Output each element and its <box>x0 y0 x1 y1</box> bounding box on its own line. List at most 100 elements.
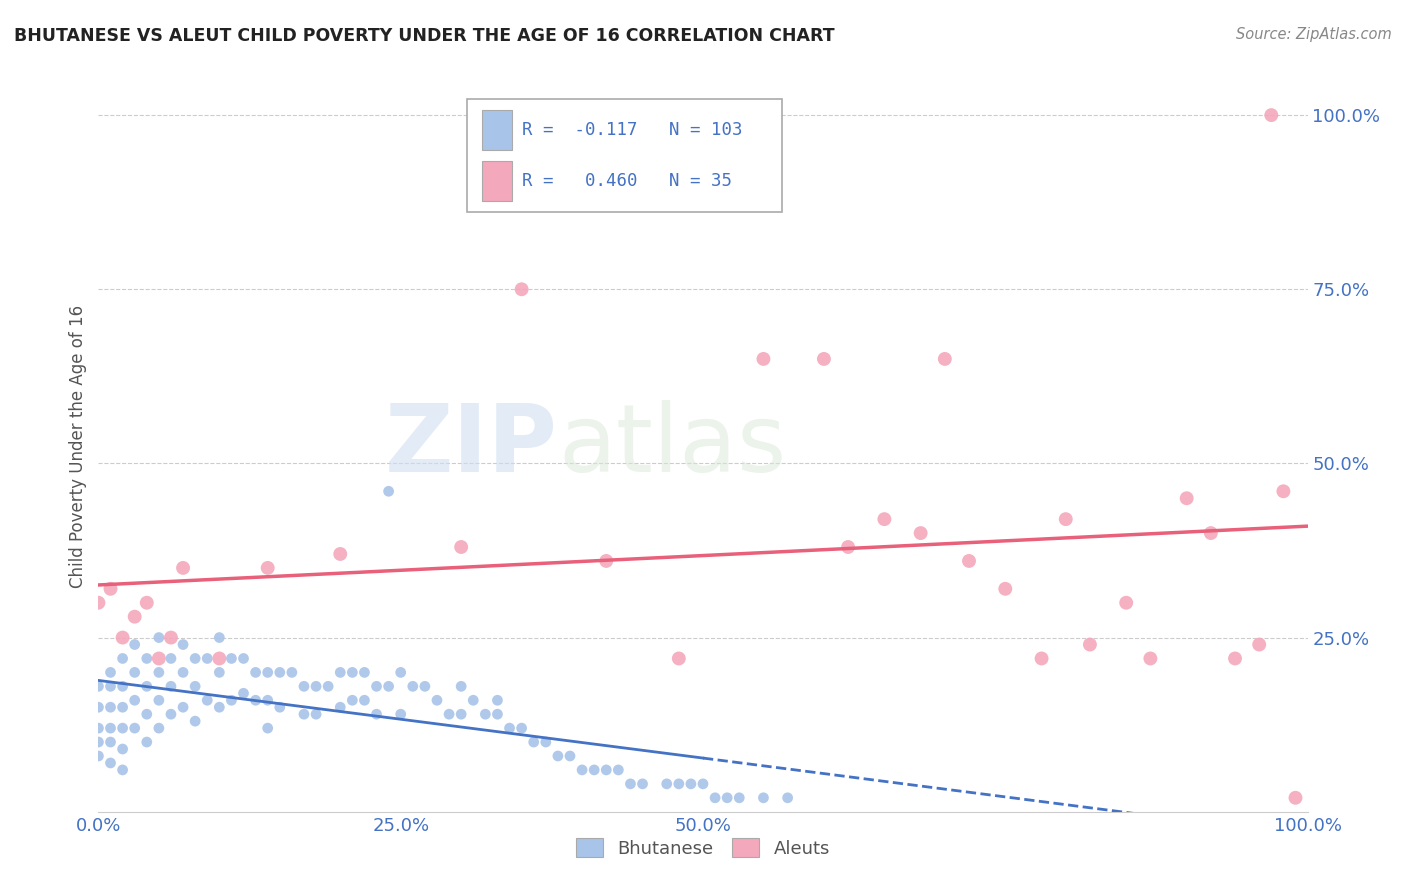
Point <box>547 749 569 764</box>
Point <box>595 763 617 777</box>
Point <box>87 749 110 764</box>
Point <box>184 651 207 665</box>
Point <box>571 763 593 777</box>
Point <box>437 707 460 722</box>
Point <box>124 721 146 735</box>
Point <box>366 707 388 722</box>
Point <box>245 693 267 707</box>
Text: ZIP: ZIP <box>385 400 558 492</box>
Point <box>111 631 134 645</box>
Point <box>1249 638 1271 652</box>
Point <box>172 638 194 652</box>
Point <box>558 749 581 764</box>
Point <box>534 735 557 749</box>
Point <box>329 700 352 714</box>
Point <box>124 665 146 680</box>
Point <box>1139 651 1161 665</box>
Point <box>111 721 134 735</box>
Point <box>450 540 472 554</box>
Point <box>305 707 328 722</box>
Point <box>281 665 304 680</box>
Point <box>474 707 496 722</box>
Point <box>135 679 157 693</box>
Point <box>111 651 134 665</box>
Point <box>208 665 231 680</box>
Bar <box>482 110 512 150</box>
Text: Source: ZipAtlas.com: Source: ZipAtlas.com <box>1236 27 1392 42</box>
Point <box>160 651 183 665</box>
Point <box>389 665 412 680</box>
Point <box>813 351 835 366</box>
Point <box>377 484 399 499</box>
Point <box>245 665 267 680</box>
Point <box>256 665 278 680</box>
Point <box>389 707 412 722</box>
Point <box>463 693 485 707</box>
Point <box>135 735 157 749</box>
Point <box>704 790 727 805</box>
Point <box>305 679 328 693</box>
Point <box>148 631 170 645</box>
Point <box>100 665 122 680</box>
Point <box>752 790 775 805</box>
Point <box>679 777 702 791</box>
Point <box>184 714 207 728</box>
Point <box>1115 596 1137 610</box>
Point <box>111 700 134 714</box>
Point <box>426 693 449 707</box>
Point <box>776 790 799 805</box>
Point <box>256 721 278 735</box>
Point <box>595 554 617 568</box>
Point <box>366 679 388 693</box>
Point <box>957 554 980 568</box>
Point <box>1223 651 1246 665</box>
Point <box>208 700 231 714</box>
Point <box>450 679 472 693</box>
Point <box>668 651 690 665</box>
Point <box>232 651 254 665</box>
Point <box>873 512 896 526</box>
Point <box>87 721 110 735</box>
Point <box>111 763 134 777</box>
Point <box>716 790 738 805</box>
Point <box>172 665 194 680</box>
Bar <box>482 161 512 201</box>
Point <box>402 679 425 693</box>
Point <box>292 679 315 693</box>
Point <box>256 693 278 707</box>
Point <box>172 561 194 575</box>
Point <box>87 596 110 610</box>
Point <box>752 351 775 366</box>
Point <box>100 756 122 770</box>
Point <box>160 631 183 645</box>
Point <box>994 582 1017 596</box>
Point <box>910 526 932 541</box>
Text: R =  -0.117   N = 103: R = -0.117 N = 103 <box>522 120 742 138</box>
Point <box>523 735 546 749</box>
Point <box>498 721 520 735</box>
Point <box>208 651 231 665</box>
Point <box>1054 512 1077 526</box>
Point <box>135 707 157 722</box>
Point <box>160 707 183 722</box>
Point <box>100 679 122 693</box>
Point <box>316 679 339 693</box>
Point <box>450 707 472 722</box>
Point <box>1260 108 1282 122</box>
Point <box>148 651 170 665</box>
Point <box>111 679 134 693</box>
Point <box>148 721 170 735</box>
Point <box>413 679 436 693</box>
Point <box>329 547 352 561</box>
Point <box>486 707 509 722</box>
Point <box>124 638 146 652</box>
Point <box>377 679 399 693</box>
Point <box>148 693 170 707</box>
Point <box>342 665 364 680</box>
Y-axis label: Child Poverty Under the Age of 16: Child Poverty Under the Age of 16 <box>69 304 87 588</box>
Point <box>195 693 218 707</box>
Point <box>172 700 194 714</box>
Point <box>510 282 533 296</box>
Text: BHUTANESE VS ALEUT CHILD POVERTY UNDER THE AGE OF 16 CORRELATION CHART: BHUTANESE VS ALEUT CHILD POVERTY UNDER T… <box>14 27 835 45</box>
Point <box>631 777 654 791</box>
